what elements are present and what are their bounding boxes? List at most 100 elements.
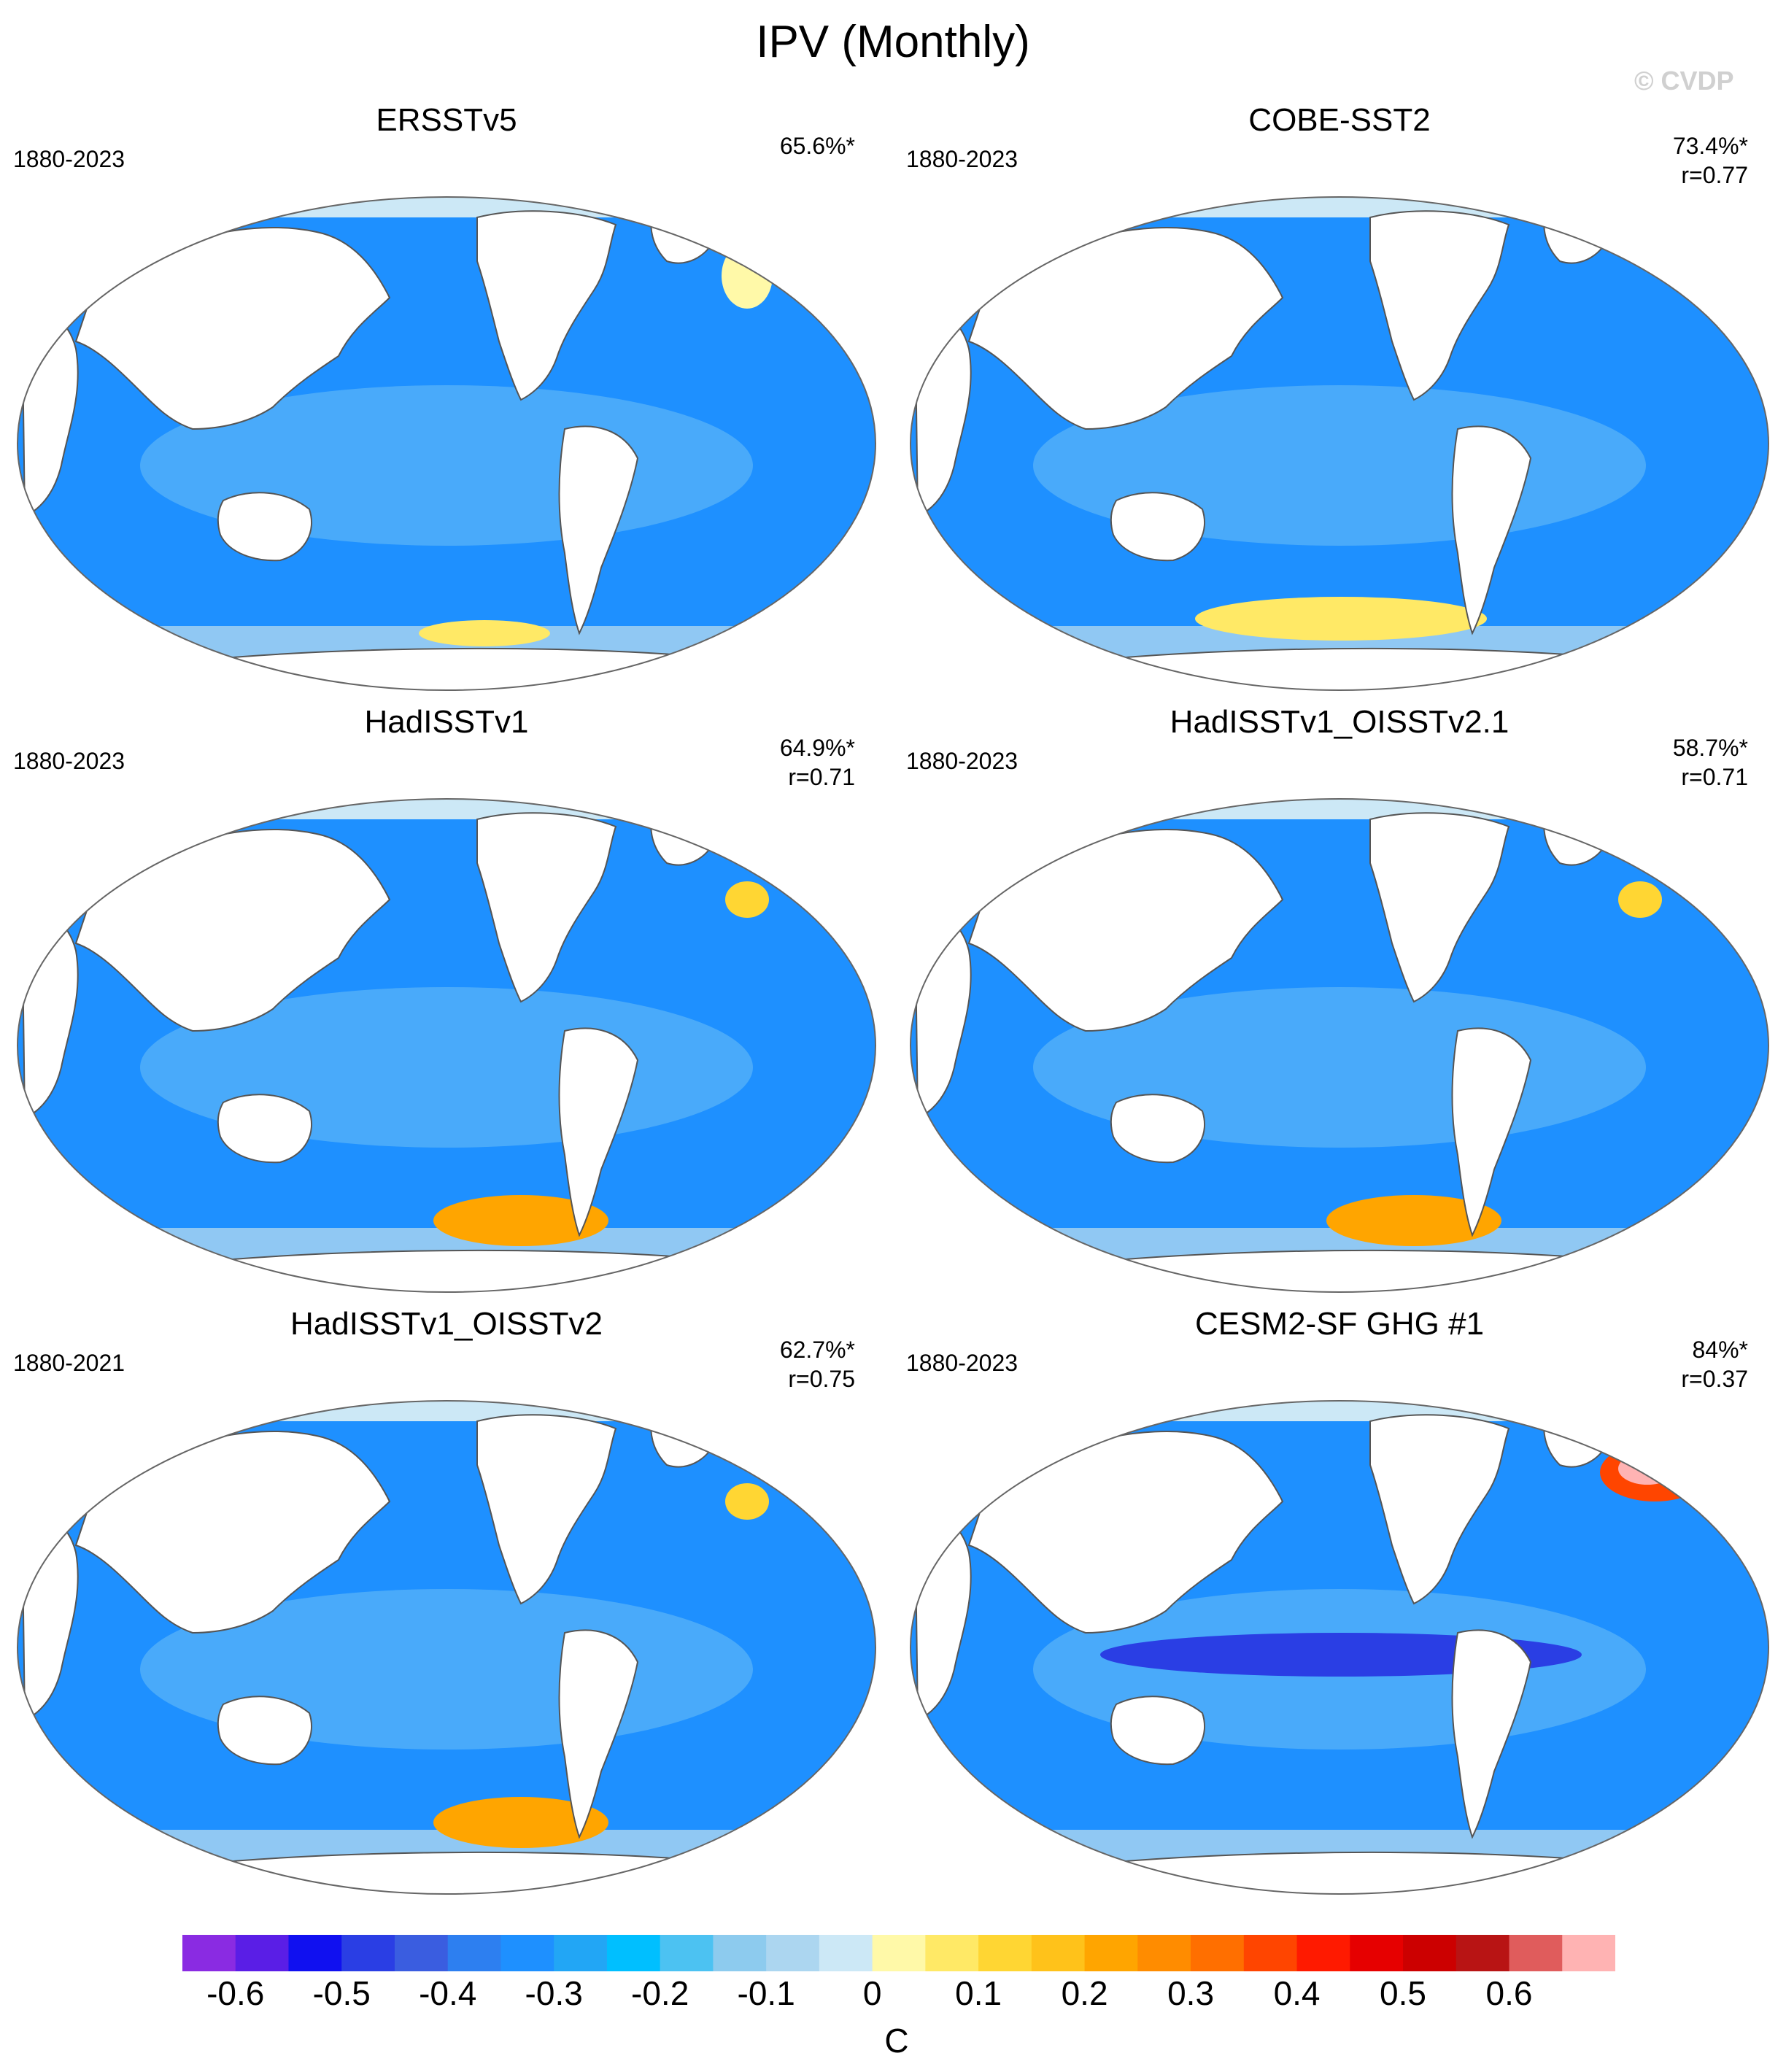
australia-landmass (217, 1094, 313, 1164)
colorbar-swatch (288, 1935, 342, 1971)
copyright-watermark: © CVDP (1634, 66, 1734, 96)
colorbar-tick-label: 0 (862, 1974, 882, 2012)
asia-landmass (74, 1431, 391, 1634)
colorbar-tick-label: -0.6 (206, 1974, 265, 2012)
colorbar-tick-label: -0.5 (312, 1974, 371, 2012)
pattern-correlation: r=0.77 (1681, 162, 1748, 188)
panel-title: COBE-SST2 (1248, 102, 1431, 138)
colorbar-swatch (394, 1935, 449, 1971)
europe-landmass (1688, 1440, 1762, 1510)
arctic-band (18, 1401, 875, 1421)
colorbar-swatch (872, 1935, 926, 1971)
colorbar-swatch (235, 1935, 289, 1971)
figure-title: IPV (Monthly) (756, 17, 1030, 67)
colorbar-swatch (606, 1935, 661, 1971)
variance-explained: 62.7%* (779, 1337, 855, 1363)
map-boundary (17, 798, 876, 1293)
colorbar-tick-label: 0.4 (1273, 1974, 1321, 2012)
robinson-map (910, 1400, 1769, 1895)
north-america-landmass (476, 1414, 617, 1605)
australia-landmass (217, 492, 313, 562)
colorbar-swatch (660, 1935, 714, 1971)
colorbar-swatch (500, 1935, 554, 1971)
arctic-band (18, 197, 875, 217)
north-america-landmass (1369, 1414, 1510, 1605)
panel-stats: 58.7%* r=0.71 (1673, 733, 1748, 792)
map-panel: HadISSTv1_OISSTv2 1880-2021 62.7%* r=0.75 (0, 1306, 893, 1911)
south-america-landmass (558, 1629, 639, 1839)
colorbar-tick-label: -0.4 (419, 1974, 477, 2012)
panel-stats: 64.9%* r=0.71 (780, 733, 855, 792)
colorbar-swatch (766, 1935, 820, 1971)
europe-landmass (1688, 838, 1762, 908)
map-boundary (17, 196, 876, 691)
colorbar-tick-label: -0.1 (737, 1974, 795, 2012)
southern-ocean-warm-anomaly (433, 1195, 608, 1246)
panel-period: 1880-2023 (906, 1350, 1018, 1376)
australia-landmass (1110, 1696, 1206, 1766)
robinson-map (910, 798, 1769, 1293)
north-atlantic-warm-anomaly (722, 243, 773, 309)
panel-title: HadISSTv1_OISSTv2.1 (1170, 704, 1509, 740)
panel-stats: 73.4%* r=0.77 (1673, 131, 1748, 190)
panel-period: 1880-2023 (906, 146, 1018, 172)
southern-ocean-warm-anomaly (1195, 597, 1487, 641)
colorbar-swatch (1456, 1935, 1510, 1971)
colorbar-swatches (182, 1935, 1615, 1971)
europe-landmass (1688, 236, 1762, 306)
robinson-map (17, 196, 876, 691)
colorbar-swatch (554, 1935, 608, 1971)
panel-title: ERSSTv5 (376, 102, 517, 138)
colorbar-tick-label: -0.3 (525, 1974, 583, 2012)
colorbar-tick-label: -0.2 (631, 1974, 689, 2012)
panel-stats: 84%* r=0.37 (1681, 1335, 1748, 1393)
panel-period: 1880-2023 (13, 146, 125, 172)
colorbar-unit: C (884, 2022, 909, 2060)
colorbar-swatch (182, 1935, 236, 1971)
colorbar-swatch (341, 1935, 395, 1971)
pattern-correlation: r=0.71 (1681, 764, 1748, 790)
colorbar-swatch (447, 1935, 501, 1971)
panel-stats: 62.7%* r=0.75 (780, 1335, 855, 1393)
asia-landmass (74, 227, 391, 430)
panel-title: CESM2-SF GHG #1 (1194, 1306, 1485, 1342)
colorbar-swatch (1191, 1935, 1245, 1971)
pattern-correlation: r=0.75 (788, 1366, 855, 1392)
colorbar-tick-label: 0.3 (1167, 1974, 1215, 2012)
colorbar-tick-label: 0.1 (955, 1974, 1002, 2012)
colorbar-swatch (978, 1935, 1032, 1971)
australia-landmass (1110, 1094, 1206, 1164)
map-panel: ERSSTv5 1880-2023 65.6%* (0, 102, 893, 708)
panel-title: HadISSTv1 (364, 704, 529, 740)
arctic-band (911, 1401, 1768, 1421)
arctic-band (911, 197, 1768, 217)
north-atlantic-warm-anomaly (725, 1483, 769, 1520)
north-america-landmass (476, 210, 617, 401)
asia-landmass (967, 829, 1284, 1032)
arctic-band (18, 799, 875, 819)
colorbar-tick-label: 0.6 (1485, 1974, 1533, 2012)
europe-landmass (795, 1440, 869, 1510)
colorbar-swatch (925, 1935, 979, 1971)
colorbar-tick-label: 0.5 (1380, 1974, 1427, 2012)
panel-period: 1880-2023 (13, 748, 125, 774)
colorbar-swatch (819, 1935, 873, 1971)
colorbar-swatch (1243, 1935, 1298, 1971)
variance-explained: 65.6%* (779, 133, 855, 159)
asia-landmass (967, 1431, 1284, 1634)
north-america-landmass (476, 812, 617, 1003)
robinson-map (17, 1400, 876, 1895)
pattern-correlation: r=0.71 (788, 764, 855, 790)
robinson-map (17, 798, 876, 1293)
colorbar-swatch (1350, 1935, 1404, 1971)
colorbar-swatch (1509, 1935, 1563, 1971)
variance-explained: 58.7%* (1672, 735, 1748, 761)
australia-landmass (217, 1696, 313, 1766)
south-america-landmass (558, 1027, 639, 1237)
colorbar-swatch (1562, 1935, 1615, 1971)
panel-period: 1880-2023 (906, 748, 1018, 774)
europe-landmass (795, 236, 869, 306)
pattern-correlation: r=0.37 (1681, 1366, 1748, 1392)
north-atlantic-warm-anomaly (1600, 1443, 1709, 1501)
map-panel: CESM2-SF GHG #1 1880-2023 84%* r=0.37 (893, 1306, 1786, 1911)
